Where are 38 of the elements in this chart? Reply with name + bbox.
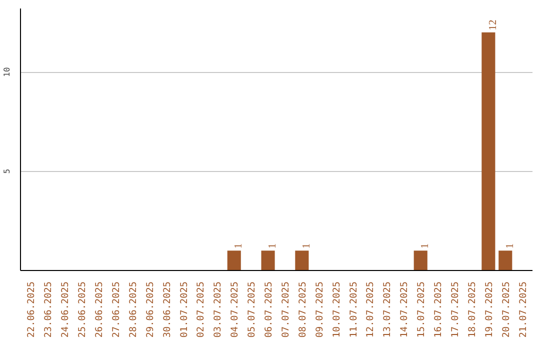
x-tick-label: 22.06.2025 [26,281,38,338]
x-tick-label: 04.07.2025 [230,281,241,338]
x-tick-label: 06.07.2025 [264,281,275,338]
x-tick-label: 08.07.2025 [297,281,308,338]
data-label: 1 [268,243,279,249]
x-tick-label: 20.07.2025 [500,281,512,338]
x-tick-label: 18.07.2025 [466,281,478,338]
x-tick-label: 29.06.2025 [144,281,156,338]
x-tick-label: 28.06.2025 [128,281,139,338]
data-label: 1 [420,243,432,249]
x-tick-label: 27.06.2025 [110,281,122,338]
x-tick-label: 02.07.2025 [196,281,207,338]
x-tick-label: 16.07.2025 [433,281,444,338]
data-label: 1 [301,243,312,249]
x-tick-label: 26.06.2025 [94,281,105,338]
data-label: 12 [488,20,499,30]
x-tick-label: 03.07.2025 [212,281,224,338]
x-tick-label: 07.07.2025 [280,281,292,338]
y-tick-label: 10 [2,67,12,77]
x-tick-label: 10.07.2025 [331,281,342,338]
x-tick-label: 21.07.2025 [518,281,529,338]
data-label: 1 [234,243,245,249]
x-tick-label: 11.07.2025 [348,281,360,338]
y-tick-label: 5 [2,168,12,174]
x-tick-label: 01.07.2025 [178,281,190,338]
x-tick-label: 30.06.2025 [162,281,173,338]
x-tick-label: 24.06.2025 [60,281,72,338]
x-tick-label: 05.07.2025 [246,281,258,338]
x-tick-label: 09.07.2025 [314,281,326,338]
x-tick-label: 14.07.2025 [399,281,410,338]
x-tick-label: 17.07.2025 [450,281,462,338]
x-tick-label: 15.07.2025 [416,281,428,338]
x-tick-label: 12.07.2025 [365,281,376,338]
data-label: 1 [504,243,516,249]
x-tick-label: 19.07.2025 [484,281,495,338]
x-tick-label: 13.07.2025 [382,281,394,338]
x-tick-label: 23.06.2025 [43,281,54,338]
x-tick-label: 25.06.2025 [77,281,88,338]
